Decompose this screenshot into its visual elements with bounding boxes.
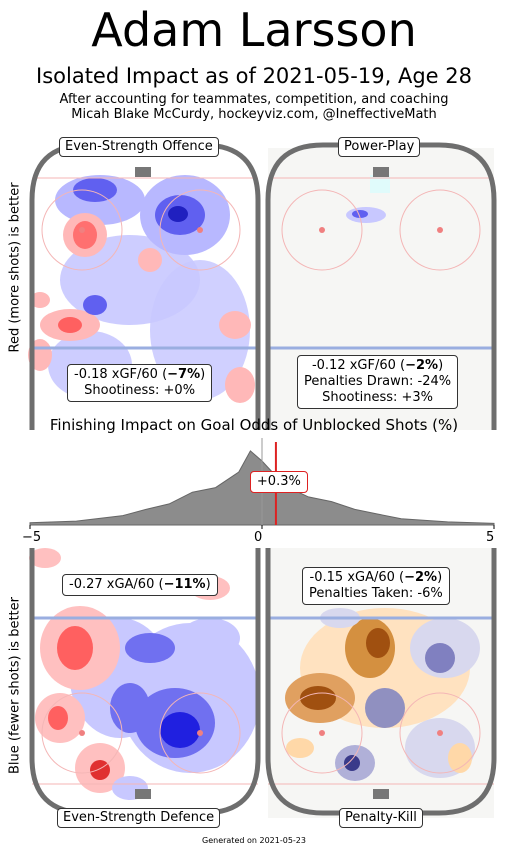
power-play-xg-line: -0.12 xGF/60 (−2%) — [311, 358, 444, 373]
top-axis-label: Red (more shots) is better — [7, 182, 23, 353]
page-title: Adam Larsson — [91, 3, 417, 57]
ev-defence-heat — [29, 548, 260, 800]
ev-offence-heat — [28, 175, 255, 403]
bottom-axis-label: Blue (fewer shots) is better — [7, 597, 23, 774]
power-play-penalties-drawn: Penalties Drawn: -24% — [304, 374, 452, 389]
x-tick-label: −5 — [22, 530, 42, 545]
note-line-2: Micah Blake McCurdy, hockeyviz.com, @Ine… — [71, 107, 437, 122]
ev-offence-shootiness: Shootiness: +0% — [84, 383, 196, 398]
penalty-kill-xg-line: -0.15 xGA/60 (−2%) — [309, 570, 443, 585]
penalty-kill-stats: -0.15 xGA/60 (−2%) Penalties Taken: -6% — [302, 567, 450, 605]
ev-defence-label: Even-Strength Defence — [57, 808, 221, 828]
ev-offence-xg-line: -0.18 xGF/60 (−7%) — [74, 367, 206, 382]
penalty-kill-penalties-taken: Penalties Taken: -6% — [309, 586, 443, 601]
power-play-shootiness: Shootiness: +3% — [322, 390, 434, 405]
note-line-1: After accounting for teammates, competit… — [59, 92, 449, 107]
ev-offence-stats: -0.18 xGF/60 (−7%) Shootiness: +0% — [67, 364, 213, 402]
ev-defence-rink — [29, 548, 261, 816]
power-play-stats: -0.12 xGF/60 (−2%) Penalties Drawn: -24%… — [297, 355, 459, 409]
power-play-heat — [346, 175, 390, 223]
marker-value-label: +0.3% — [249, 471, 308, 493]
ev-defence-stats: -0.27 xGA/60 (−11%) — [62, 574, 218, 596]
power-play-label: Power-Play — [338, 137, 421, 157]
ev-offence-label: Even-Strength Offence — [59, 137, 219, 157]
ev-defence-xg-line: -0.27 xGA/60 (−11%) — [69, 577, 211, 592]
penalty-kill-heat — [285, 608, 480, 781]
ev-offence-rink — [28, 142, 261, 430]
x-tick-label: 5 — [486, 530, 495, 545]
x-tick-label: 0 — [254, 530, 263, 545]
footer-generated: Generated on 2021-05-23 — [202, 836, 306, 845]
penalty-kill-label: Penalty-Kill — [339, 808, 423, 828]
page-subtitle: Isolated Impact as of 2021-05-19, Age 28 — [36, 64, 472, 88]
chart-title: Finishing Impact on Goal Odds of Unblock… — [49, 416, 459, 434]
